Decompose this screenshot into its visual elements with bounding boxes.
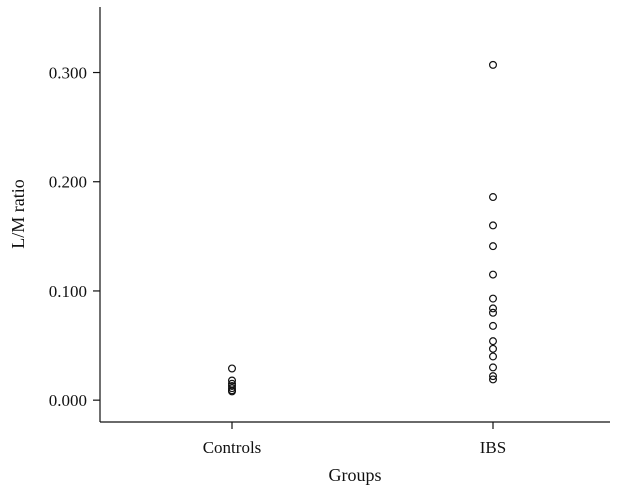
data-point	[489, 193, 498, 202]
data-point	[228, 381, 237, 390]
data-point	[489, 321, 498, 330]
data-point	[489, 352, 498, 361]
x-axis-ticks: Controls IBS	[203, 422, 506, 457]
data-point	[489, 242, 498, 251]
data-point	[489, 221, 498, 230]
y-tick-label: 0.200	[49, 173, 87, 192]
y-axis-ticks: 0.000 0.100 0.200 0.300	[49, 64, 100, 410]
y-tick-label: 0.000	[49, 391, 87, 410]
data-points	[228, 60, 498, 396]
data-point	[228, 384, 237, 393]
data-point	[489, 270, 498, 279]
data-point	[489, 375, 498, 384]
y-axis-title: L/M ratio	[8, 179, 28, 249]
axes-frame	[99, 7, 610, 423]
y-tick-label: 0.100	[49, 282, 87, 301]
data-point	[489, 294, 498, 303]
x-axis-title: Groups	[329, 465, 382, 485]
data-point	[489, 363, 498, 372]
data-point	[228, 387, 237, 396]
x-tick-label: IBS	[480, 438, 506, 457]
data-point	[489, 304, 498, 313]
data-point	[489, 60, 498, 69]
y-tick-label: 0.300	[49, 64, 87, 83]
data-point	[489, 344, 498, 353]
data-point	[489, 337, 498, 346]
data-point	[489, 372, 498, 381]
data-point	[228, 364, 237, 373]
data-point	[489, 308, 498, 317]
data-point	[228, 376, 237, 385]
x-tick-label: Controls	[203, 438, 262, 457]
